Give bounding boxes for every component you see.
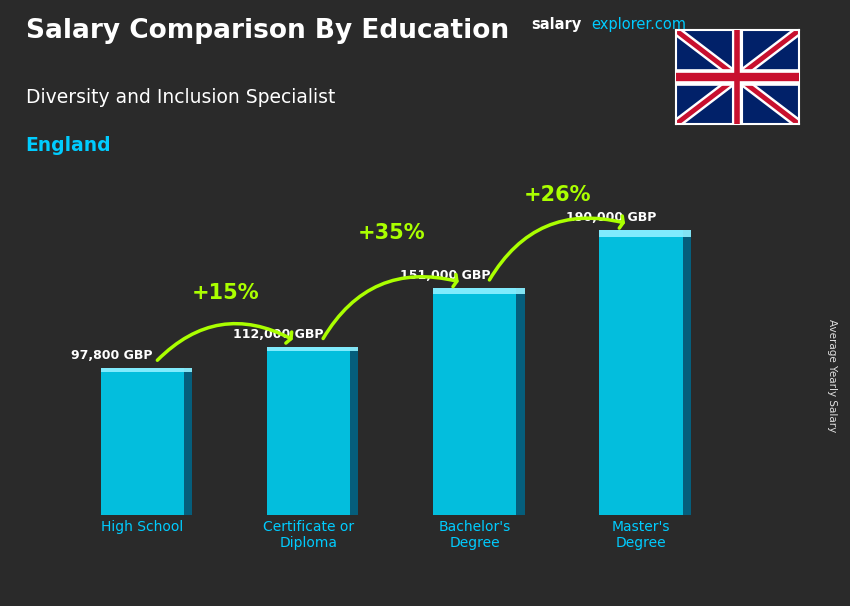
Bar <box>516 294 524 515</box>
Bar <box>434 288 524 294</box>
Bar <box>267 347 359 351</box>
Bar <box>184 372 192 515</box>
Text: Average Yearly Salary: Average Yearly Salary <box>827 319 837 432</box>
Bar <box>350 351 359 515</box>
Text: 112,000 GBP: 112,000 GBP <box>233 328 324 341</box>
Bar <box>599 230 683 515</box>
Bar <box>434 288 516 515</box>
Text: 151,000 GBP: 151,000 GBP <box>400 269 490 282</box>
Text: +26%: +26% <box>524 185 592 205</box>
Text: Salary Comparison By Education: Salary Comparison By Education <box>26 18 508 44</box>
Bar <box>100 368 192 372</box>
Text: explorer.com: explorer.com <box>591 17 686 32</box>
Text: England: England <box>26 136 111 155</box>
Text: salary: salary <box>531 17 581 32</box>
Bar <box>100 368 184 515</box>
Text: 97,800 GBP: 97,800 GBP <box>71 349 153 362</box>
Text: +35%: +35% <box>358 223 425 243</box>
Bar <box>267 347 350 515</box>
Text: +15%: +15% <box>191 283 259 303</box>
Text: Diversity and Inclusion Specialist: Diversity and Inclusion Specialist <box>26 88 335 107</box>
Bar <box>683 237 691 515</box>
Text: 190,000 GBP: 190,000 GBP <box>566 211 656 224</box>
Bar <box>599 230 691 237</box>
